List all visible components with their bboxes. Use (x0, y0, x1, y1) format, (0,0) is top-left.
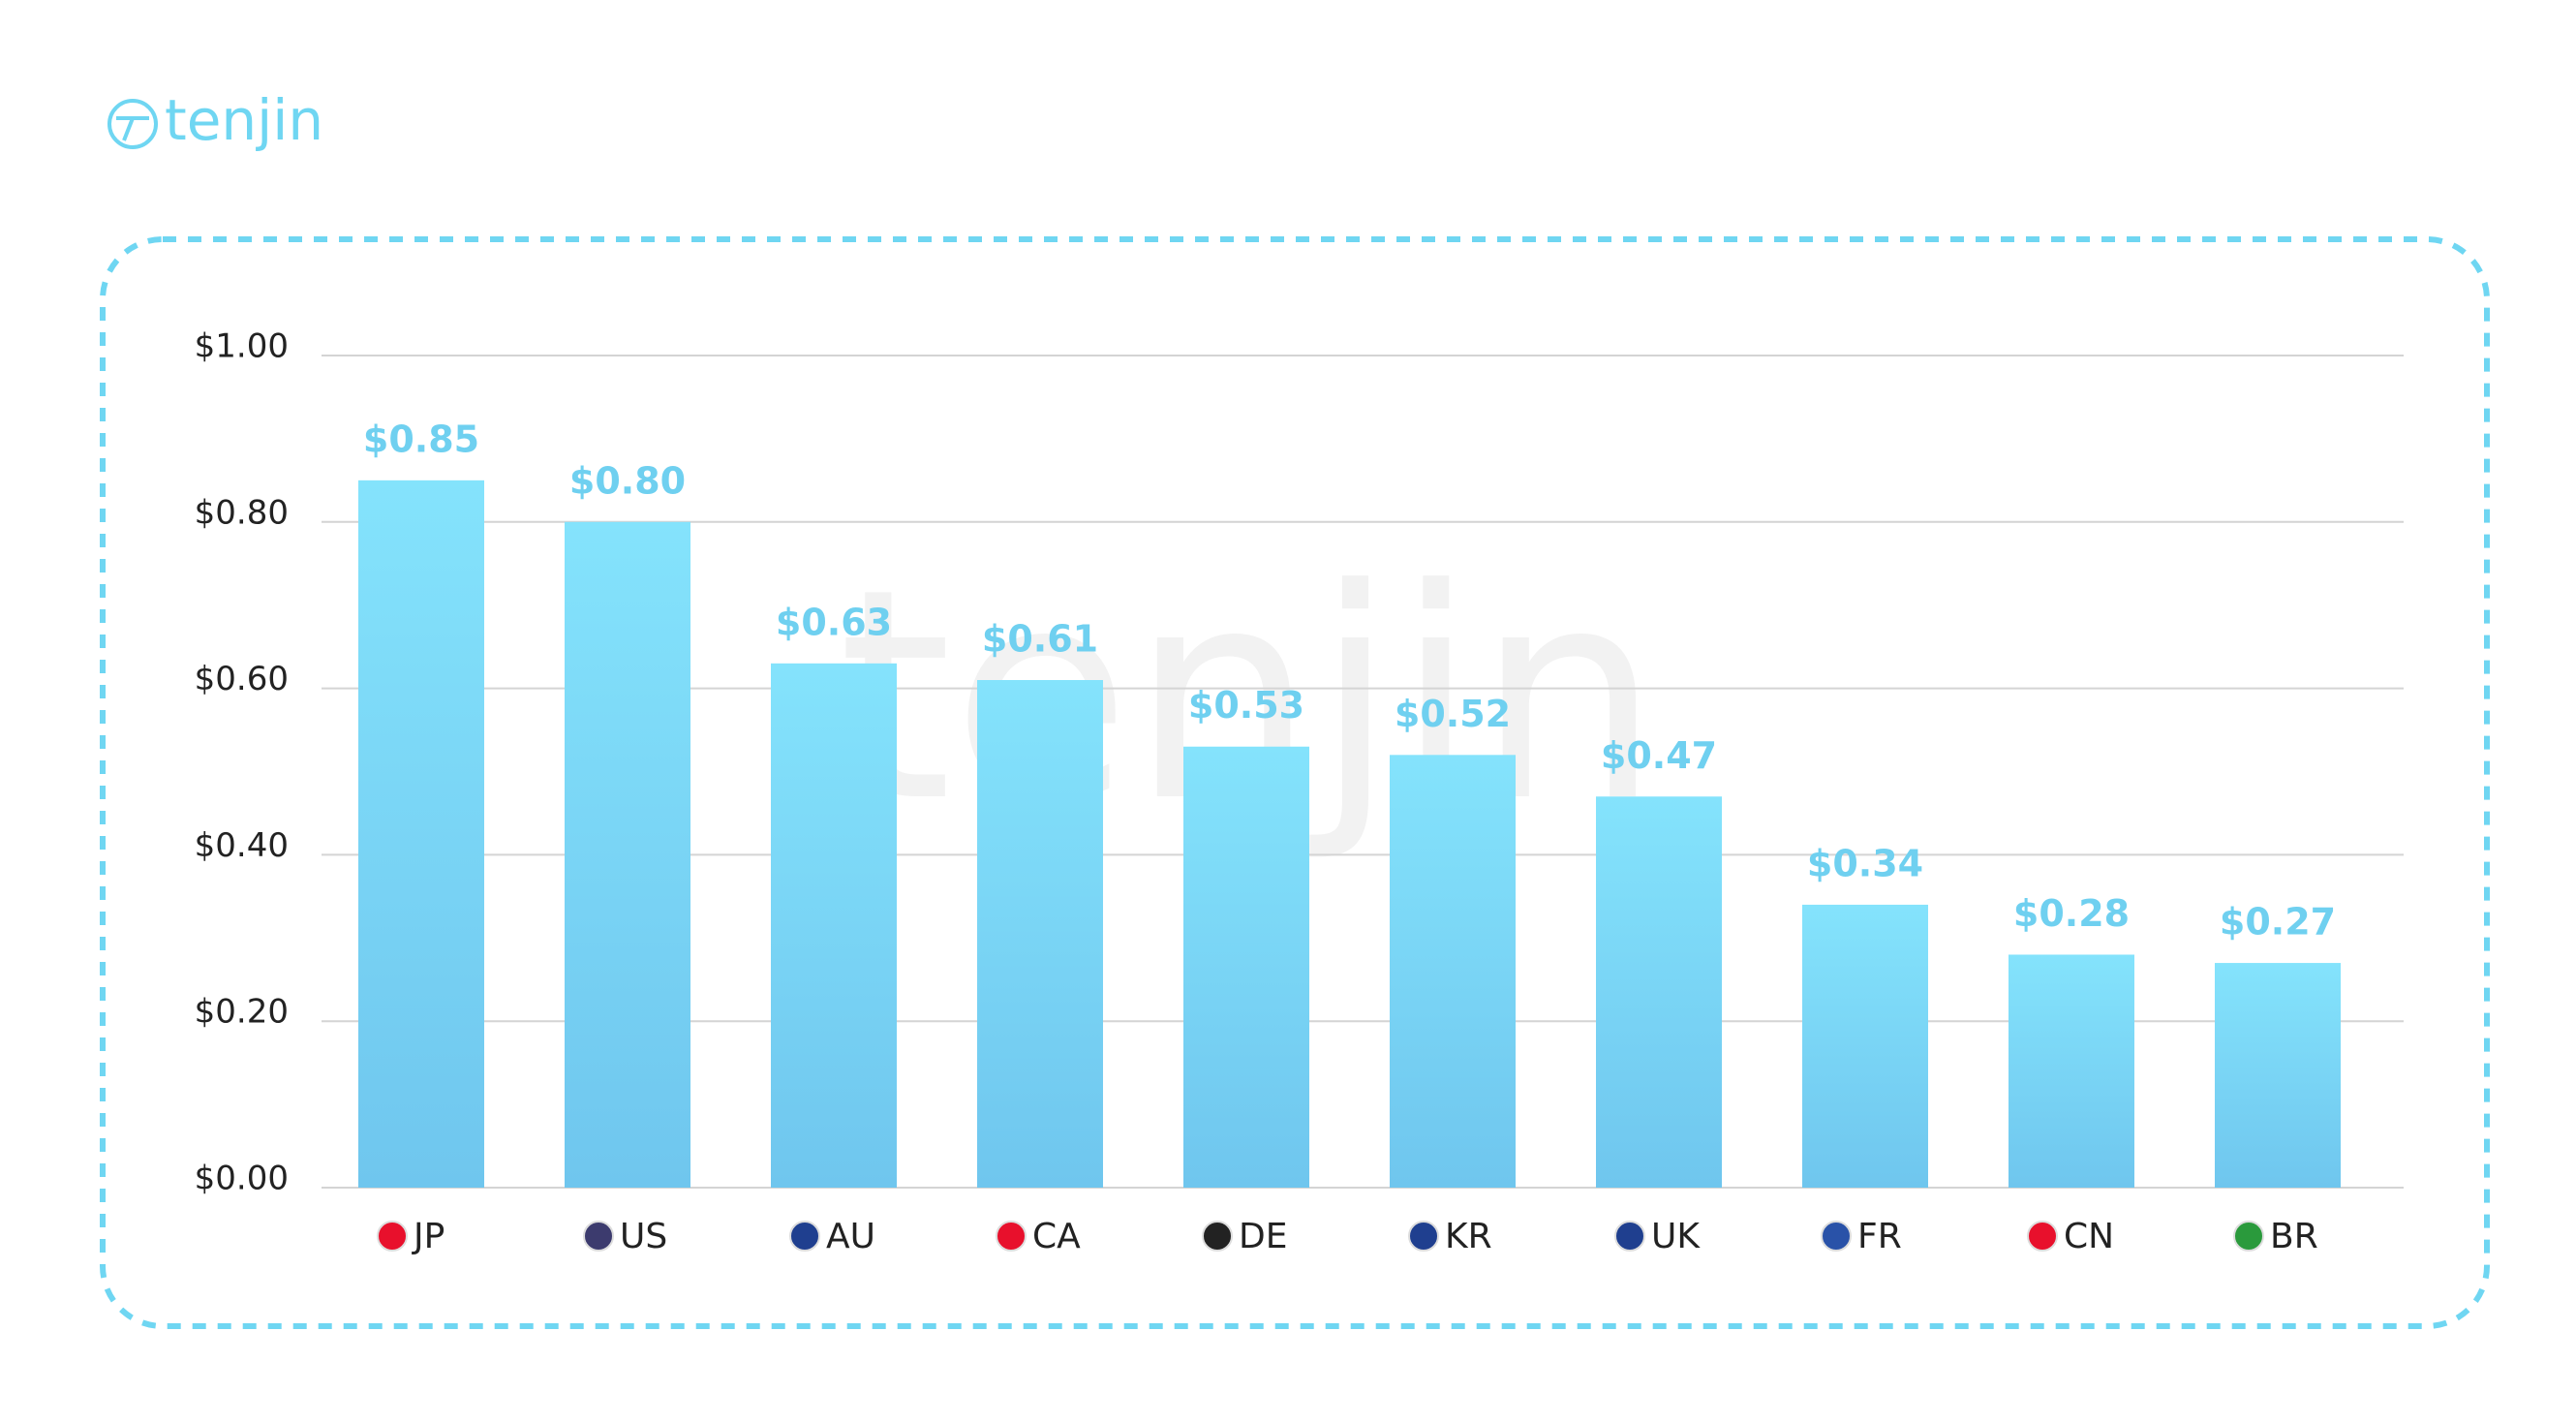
x-tick-label: CA (1032, 1217, 1081, 1256)
bar (565, 521, 690, 1188)
bar (1802, 904, 1928, 1188)
x-tick-label: DE (1239, 1217, 1287, 1256)
y-tick-label: $1.00 (195, 327, 289, 366)
bar (1596, 796, 1722, 1188)
flag-icon (583, 1221, 614, 1252)
value-label: $0.47 (1601, 734, 1717, 777)
x-tick-label: AU (826, 1217, 875, 1256)
y-tick-label: $0.80 (195, 493, 289, 532)
value-label: $0.61 (982, 618, 1098, 661)
flag-icon (1614, 1221, 1645, 1252)
value-label: $0.80 (569, 459, 686, 502)
bar (2009, 954, 2134, 1188)
x-tick-label: KR (1445, 1217, 1492, 1256)
flag-icon (2027, 1221, 2058, 1252)
flag-icon (1202, 1221, 1233, 1252)
flag-icon (2233, 1221, 2264, 1252)
x-tick-label: BR (2270, 1217, 2318, 1256)
value-label: $0.85 (363, 418, 479, 460)
flag-icon (789, 1221, 820, 1252)
bar (771, 663, 897, 1188)
flag-icon (1821, 1221, 1852, 1252)
value-label: $0.27 (2220, 901, 2336, 944)
y-tick-label: $0.00 (195, 1160, 289, 1198)
y-tick-label: $0.20 (195, 993, 289, 1032)
logo: tenjin (107, 87, 323, 153)
flag-icon (996, 1221, 1027, 1252)
value-label: $0.53 (1188, 684, 1304, 727)
flag-icon (377, 1221, 408, 1252)
value-label: $0.52 (1395, 693, 1511, 735)
bar (1183, 746, 1309, 1188)
bar (2215, 963, 2341, 1188)
bar (358, 480, 484, 1189)
y-tick-label: $0.60 (195, 660, 289, 698)
x-tick-label: UK (1651, 1217, 1701, 1256)
y-tick-label: $0.40 (195, 826, 289, 865)
logo-text: tenjin (165, 87, 323, 153)
flag-icon (1408, 1221, 1439, 1252)
value-label: $0.34 (1807, 842, 1923, 884)
bar (1390, 755, 1516, 1188)
value-label: $0.63 (776, 601, 892, 643)
x-tick-label: FR (1857, 1217, 1902, 1256)
x-tick-label: CN (2064, 1217, 2114, 1256)
bar (977, 680, 1103, 1188)
x-tick-label: US (620, 1217, 667, 1256)
value-label: $0.28 (2013, 892, 2130, 935)
x-tick-label: JP (412, 1217, 445, 1256)
